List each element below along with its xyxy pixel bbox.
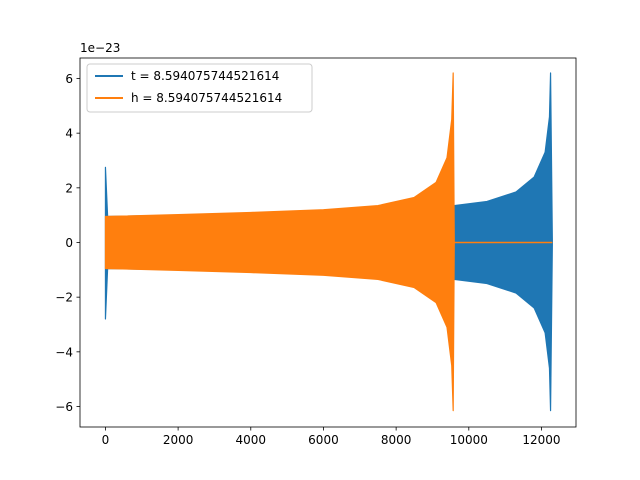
y-tick-label: −6	[55, 400, 73, 414]
legend-label-series-h: h = 8.594075744521614	[131, 91, 282, 105]
x-tick-label: 6000	[308, 433, 339, 447]
x-tick-label: 8000	[381, 433, 412, 447]
y-tick-label: 4	[65, 127, 73, 141]
y-tick-label: −2	[55, 291, 73, 305]
x-axis: 0 2000 4000 6000 8000 10000 12000	[102, 427, 561, 447]
x-tick-label: 12000	[522, 433, 560, 447]
y-offset-label: 1e−23	[80, 41, 120, 55]
y-tick-label: 2	[65, 181, 73, 195]
y-tick-label: 0	[65, 236, 73, 250]
legend-box	[86, 63, 313, 113]
x-tick-label: 2000	[163, 433, 194, 447]
legend: t = 8.594075744521614 h = 8.594075744521…	[86, 63, 313, 113]
y-tick-label: −4	[55, 345, 73, 359]
series-h-band	[104, 72, 455, 412]
legend-label-series-t: t = 8.594075744521614	[131, 69, 279, 83]
y-axis: −6 −4 −2 0 2 4 6	[55, 72, 80, 414]
x-tick-label: 0	[102, 433, 110, 447]
y-tick-label: 6	[65, 72, 73, 86]
x-tick-label: 4000	[236, 433, 267, 447]
plot-area	[104, 72, 553, 412]
x-tick-label: 10000	[450, 433, 488, 447]
